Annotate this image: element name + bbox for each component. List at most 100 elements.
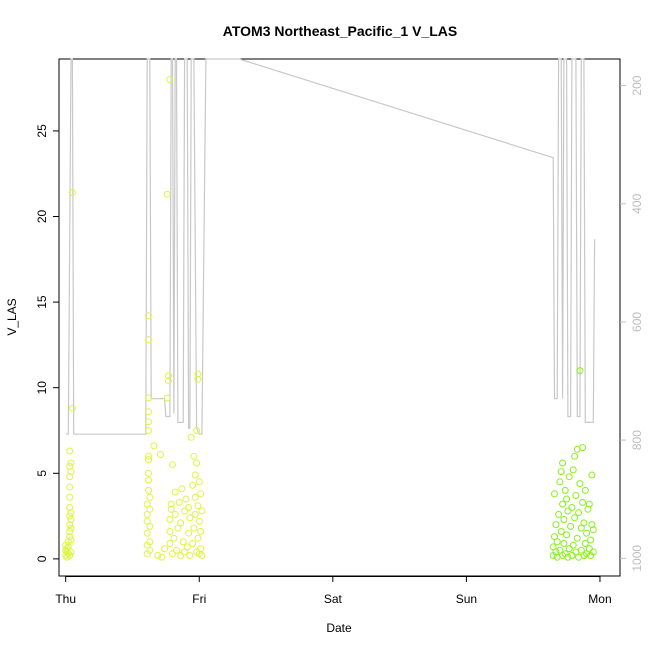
data-point — [198, 507, 206, 515]
data-point — [565, 545, 573, 553]
data-point — [568, 552, 576, 559]
data-point — [557, 468, 565, 476]
data-point — [165, 377, 172, 385]
data-point — [166, 540, 174, 547]
data-point — [588, 521, 596, 529]
data-point — [145, 394, 152, 402]
data-point — [178, 485, 186, 493]
data-point — [165, 372, 172, 380]
data-point — [66, 533, 74, 541]
data-point — [66, 447, 74, 455]
secondary-line-layer — [65, 58, 596, 435]
data-point — [193, 459, 201, 467]
data-point — [145, 476, 152, 484]
y-tick-label: 0 — [35, 555, 49, 562]
data-point — [66, 512, 74, 520]
data-point — [166, 76, 174, 83]
data-point — [67, 548, 75, 556]
data-point — [553, 538, 561, 546]
data-point — [564, 553, 572, 561]
data-point — [175, 498, 183, 506]
data-point — [146, 505, 154, 513]
data-point — [191, 493, 199, 501]
data-point — [163, 394, 171, 402]
data-point — [166, 516, 174, 523]
y-tick-label: 15 — [35, 295, 49, 309]
data-point — [585, 545, 593, 553]
data-point — [67, 524, 75, 532]
x-tick-label: Fri — [192, 592, 206, 606]
right-tick-label: 800 — [630, 430, 644, 450]
axes-layer: Thu Fri Sat Sun Mon 0 5 10 15 20 25 200 400 600 800 100… — [35, 75, 644, 606]
data-point — [158, 553, 166, 561]
data-point — [197, 490, 205, 498]
data-point — [567, 522, 575, 530]
data-point — [66, 504, 74, 511]
data-point — [145, 456, 152, 464]
data-point — [145, 427, 152, 434]
data-point — [179, 538, 187, 546]
data-point — [66, 483, 74, 491]
data-point — [551, 490, 558, 498]
right-tick-label: 600 — [630, 312, 644, 332]
x-tick-label: Mon — [588, 592, 611, 606]
chart-title: ATOM3 Northeast_Pacific_1 V_LAS — [223, 23, 457, 39]
data-point — [191, 510, 199, 518]
data-point — [560, 516, 568, 523]
right-tick-label: 400 — [630, 193, 644, 213]
data-point — [561, 486, 569, 494]
data-point — [68, 404, 76, 412]
data-point — [190, 524, 198, 532]
data-point — [563, 495, 571, 503]
data-point — [154, 552, 162, 559]
data-point — [556, 478, 564, 486]
data-point — [146, 493, 154, 501]
data-point — [190, 452, 198, 460]
data-point — [193, 427, 201, 434]
data-point — [66, 528, 74, 535]
x-tick-label: Sat — [324, 592, 343, 606]
data-point — [571, 514, 579, 522]
data-point — [68, 189, 76, 196]
data-point — [579, 498, 587, 506]
data-point — [194, 534, 202, 542]
data-point — [583, 529, 591, 537]
data-point — [145, 486, 152, 494]
data-point — [157, 451, 164, 458]
data-point — [67, 459, 75, 467]
data-point — [167, 500, 175, 508]
data-point — [559, 500, 567, 508]
data-point — [581, 540, 589, 547]
y-axis-label: V_LAS — [5, 298, 19, 335]
data-point — [581, 486, 589, 494]
data-point — [579, 444, 587, 452]
data-point — [146, 538, 154, 546]
data-point — [66, 473, 74, 481]
data-point — [169, 550, 176, 558]
data-point — [189, 540, 197, 547]
data-point — [177, 519, 185, 527]
data-point — [576, 480, 584, 488]
data-point — [555, 510, 563, 518]
data-point — [182, 495, 190, 503]
data-point — [194, 375, 202, 383]
x-axis-label: Date — [326, 621, 352, 635]
data-point — [183, 543, 191, 551]
data-point — [166, 528, 174, 535]
data-point — [143, 529, 151, 537]
data-point — [145, 312, 152, 320]
secondary-line — [65, 58, 596, 435]
y-tick-label: 20 — [35, 210, 49, 224]
data-point — [563, 531, 571, 539]
data-point — [198, 552, 206, 559]
data-point — [187, 433, 195, 441]
right-tick-label: 200 — [630, 75, 644, 95]
data-point — [163, 190, 171, 198]
data-point — [145, 408, 152, 416]
data-point — [189, 481, 197, 489]
data-point — [167, 505, 175, 513]
data-point — [173, 546, 180, 554]
data-point — [194, 502, 202, 510]
right-tick-label: 1000 — [630, 545, 644, 572]
y-tick-label: 10 — [35, 381, 49, 395]
